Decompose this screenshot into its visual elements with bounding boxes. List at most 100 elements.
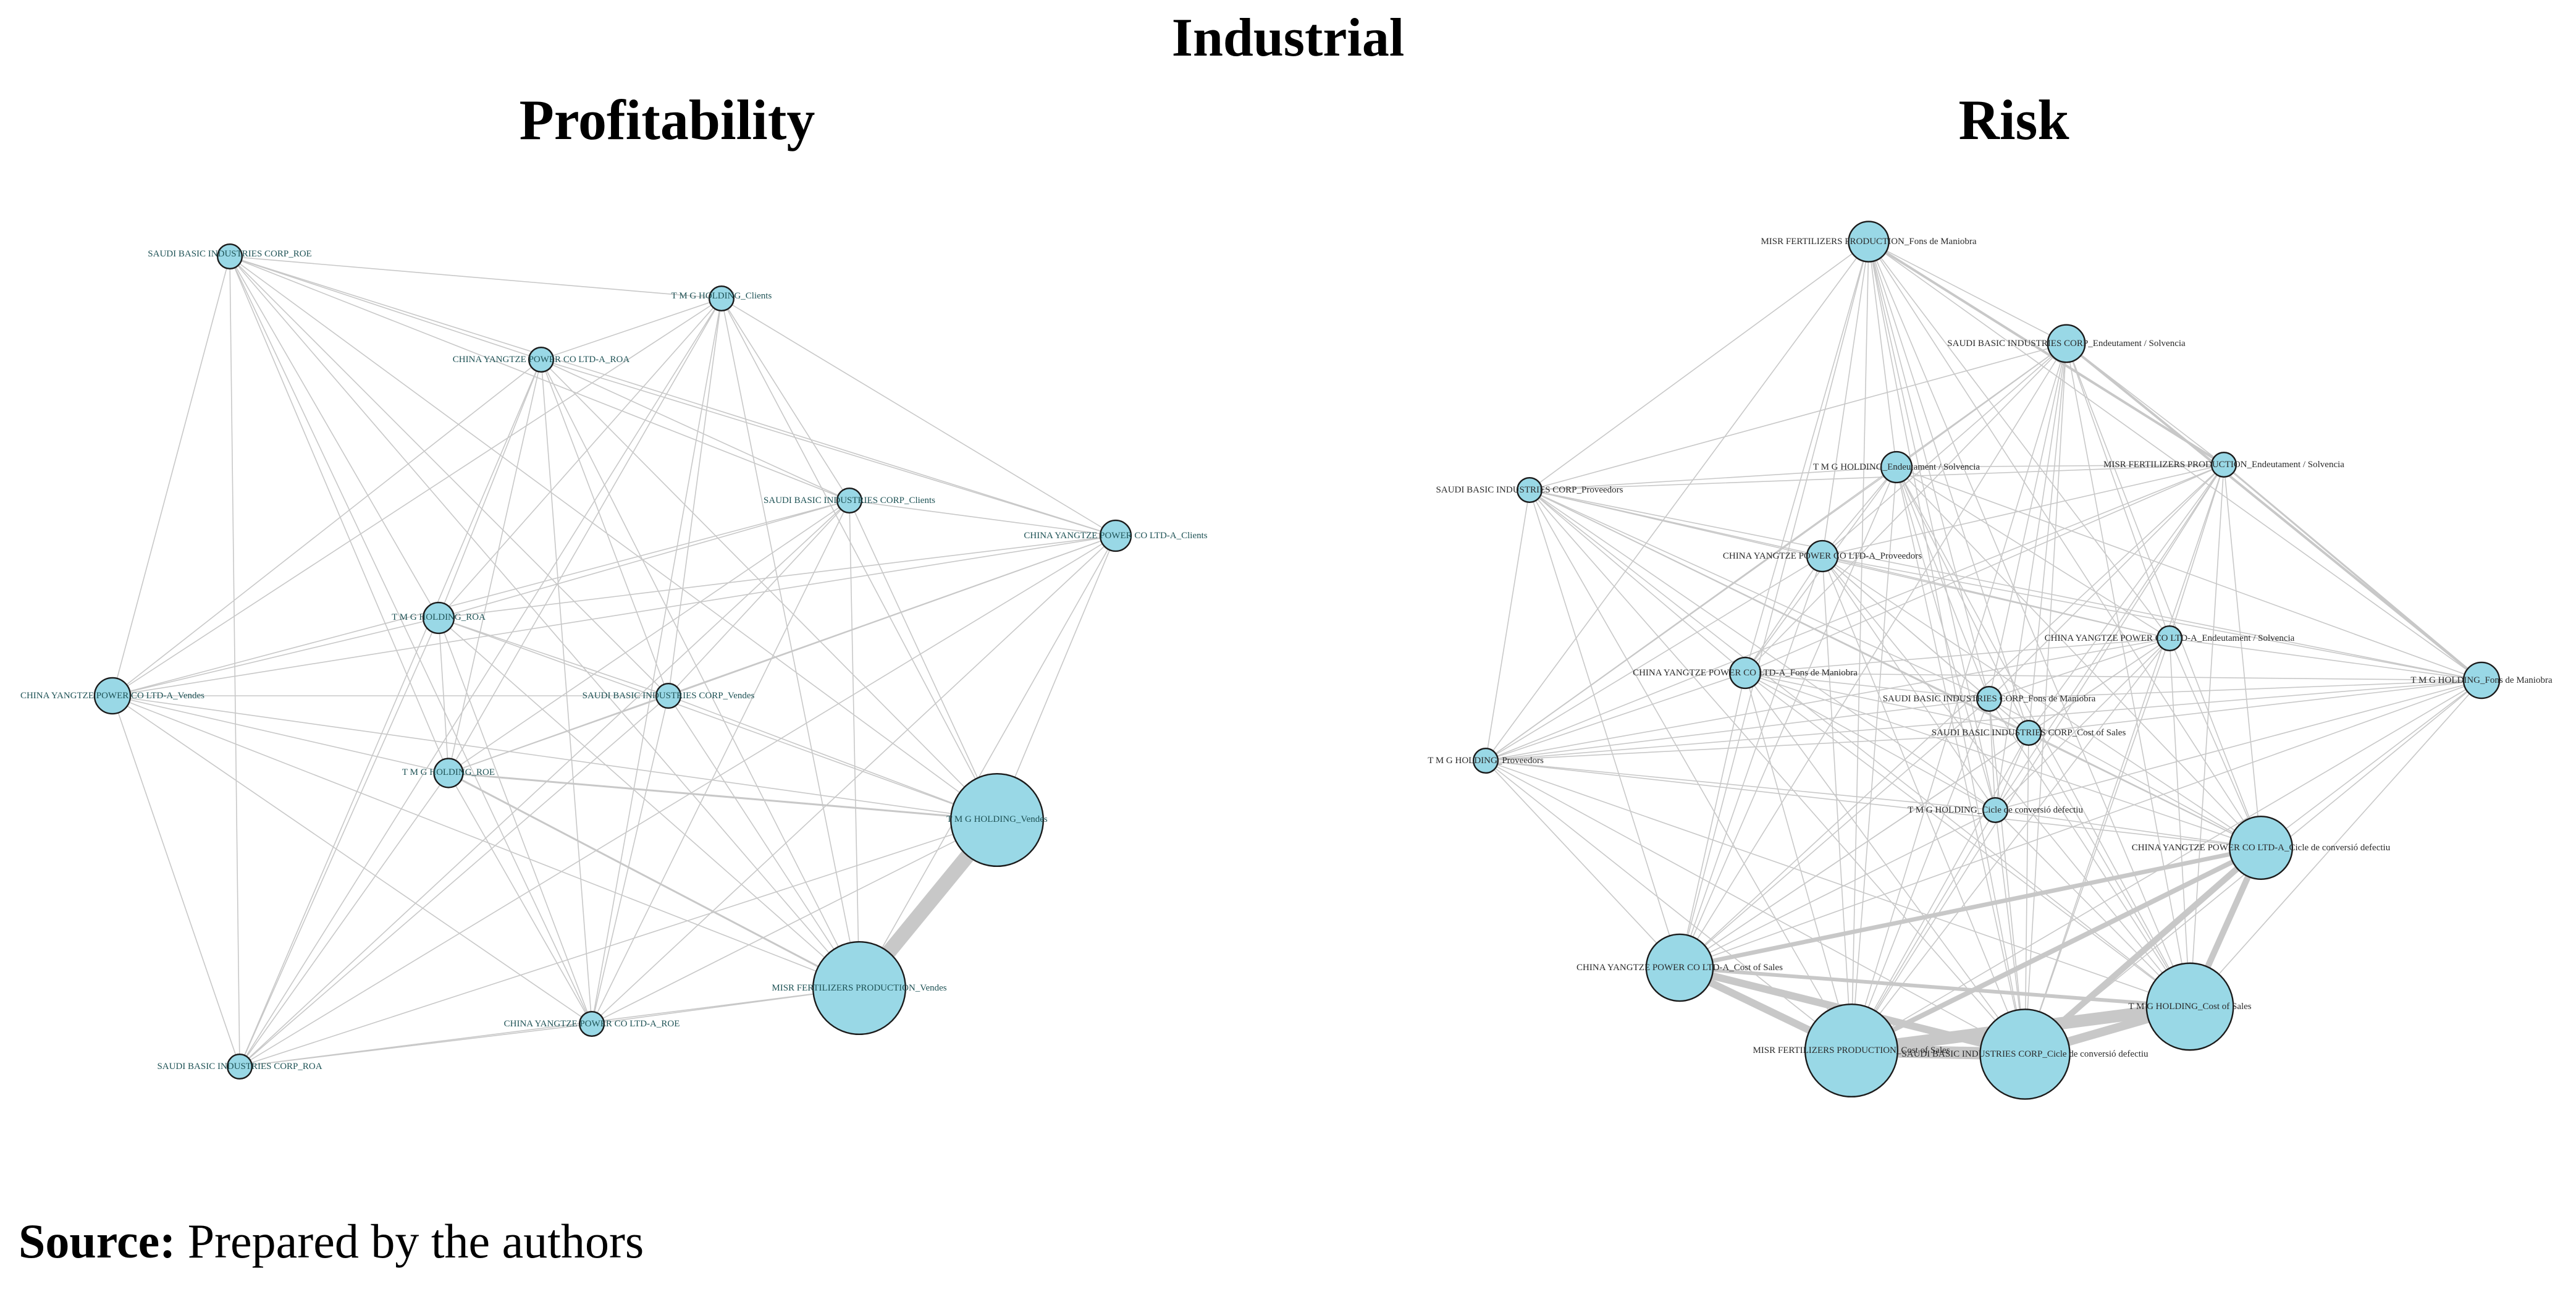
source-note: Source: Prepared by the authors [19,1217,644,1266]
edge [2223,463,2483,682]
edge [2169,638,2191,1007]
node-label: T M G HOLDING_Vendes [946,814,1048,824]
node-label: CHINA YANGTZE POWER CO LTD-A_Clients [1024,531,1207,541]
node [578,1010,605,1037]
edge [1822,556,2026,1055]
edge [1896,464,2225,468]
edge [668,695,860,989]
edge [229,256,240,1067]
node-label: SAUDI BASIC INDUSTRIES CORP_ROA [157,1062,322,1071]
edge [1679,241,1869,968]
edge [591,819,998,1025]
node [2156,625,2183,652]
edge [1485,241,1869,761]
edge [1679,467,1897,968]
edge [1868,241,2170,639]
edge [2065,342,2483,682]
edge [448,500,850,774]
edge [1485,760,1996,811]
edge [541,359,669,696]
edge [448,298,722,774]
node [1804,1003,1899,1098]
edge [1896,467,1990,699]
edge [1677,845,2263,970]
edge [1868,241,2029,733]
edge [1989,698,2026,1055]
edge [1851,638,2170,1051]
edge [591,695,669,1025]
edge [1822,556,1996,811]
edge [1868,241,1897,468]
edge [112,500,850,696]
edge [1849,845,2263,1053]
edge [541,359,592,1025]
edge [1529,489,1852,1051]
edge [229,256,998,821]
edge [438,359,542,619]
node [949,772,1045,868]
edge [239,772,449,1067]
node-label: MISR FERTILIZERS PRODUCTION_Vendes [772,983,946,993]
edge [1485,760,2026,1055]
edge [2189,680,2482,1007]
edge [1529,489,2026,1055]
edge [239,500,850,1067]
node [1976,685,2003,712]
node [1979,1008,2071,1100]
node-label: SAUDI BASIC INDUSTRIES CORP_Cost of Sale… [1932,728,2126,738]
edge [1822,464,2225,557]
edge [229,256,439,619]
edge [112,535,1116,696]
node [2210,451,2237,478]
edge [112,695,449,774]
edge [239,535,1116,1067]
edge [1485,760,1852,1051]
risk-panel-title: Risk [1958,88,2069,151]
node-label: CHINA YANGTZE POWER CO LTD-A_Vendes [20,691,204,701]
node [2462,661,2501,699]
edge [1822,556,2482,681]
edge [1868,241,2191,1007]
edge [1529,489,1996,811]
node-label: T M G HOLDING_Fons de Maniobra [2410,675,2553,685]
edge [1529,464,2225,491]
node-label: SAUDI BASIC INDUSTRIES CORP_Proveedors [1436,485,1623,495]
node-label: CHINA YANGTZE POWER CO LTD-A_Cost of Sal… [1576,963,1783,973]
node [1880,450,1913,484]
profitability-nodes [93,243,1132,1080]
node [93,677,132,715]
edge [1822,241,1869,557]
edge [721,298,860,989]
edge [1868,241,2026,1055]
edge [1851,241,1869,1051]
node-label: SAUDI BASIC INDUSTRIES CORP_Clients [764,496,935,505]
edge [1745,672,1990,699]
edge [112,695,592,1025]
edge [541,359,850,501]
risk-nodes [1472,221,2501,1100]
edge [541,359,1116,536]
edge [1989,698,1996,811]
edge [1851,698,1990,1051]
node [1099,519,1132,552]
edge [239,1023,592,1067]
edge [448,359,542,774]
edge [541,298,722,360]
node-label: T M G HOLDING_Cicle de conversió defecti… [1908,805,2083,815]
edge [1851,464,2225,1051]
edge [2024,732,2029,1055]
edge [112,695,860,989]
edge [448,695,669,774]
edge [849,500,1116,536]
edge [1822,467,1897,557]
source-label: Source: [19,1214,176,1268]
edge [239,617,439,1067]
node-label: SAUDI BASIC INDUSTRIES CORP_Vendes [583,691,755,701]
edge [1529,241,1869,491]
edge [1995,809,2191,1007]
edge [1485,680,2482,761]
edge [1868,241,2262,848]
edge [1822,556,2170,639]
node-label: T M G HOLDING_Endeutament / Solvencia [1813,462,1980,472]
